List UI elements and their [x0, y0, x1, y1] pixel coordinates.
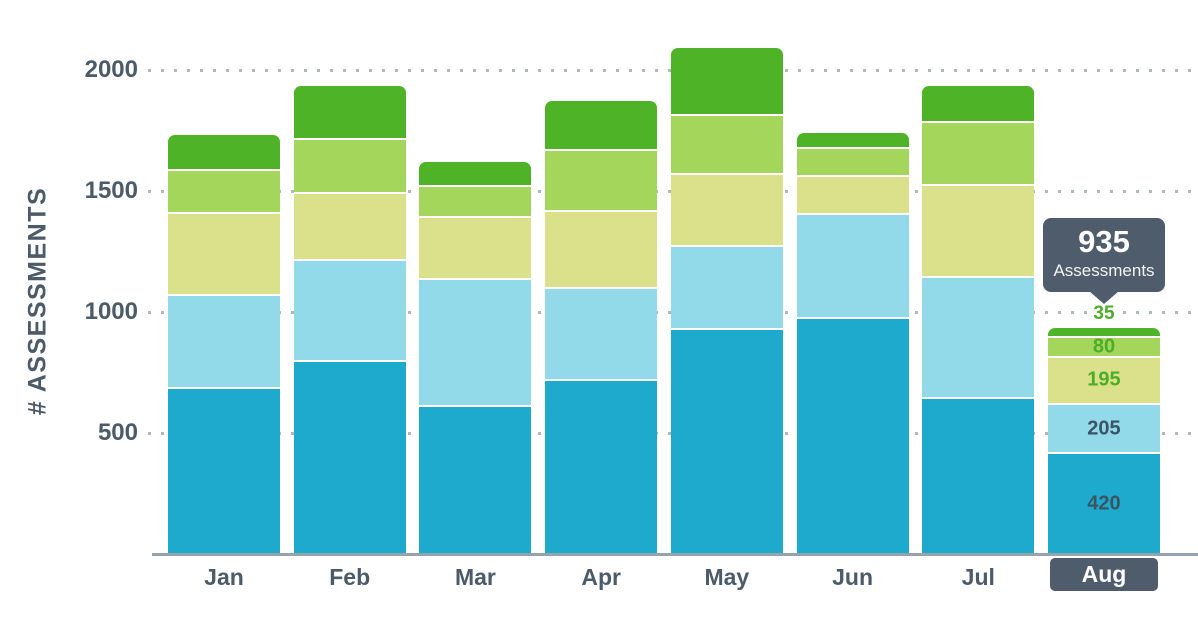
- x-label-apr: Apr: [581, 564, 621, 590]
- tooltip-arrow-icon: [1089, 291, 1119, 304]
- bar-segment-khaki-jan[interactable]: [168, 211, 280, 294]
- bar-segment-light-blue-apr[interactable]: [545, 286, 658, 379]
- bar-segment-khaki-feb[interactable]: [293, 192, 406, 259]
- bar-segment-teal-jun[interactable]: [796, 316, 909, 554]
- bar-segment-light-blue-feb[interactable]: [293, 258, 406, 361]
- bar-segment-light-green-apr[interactable]: [545, 148, 658, 211]
- bar-segment-light-green-mar[interactable]: [419, 184, 532, 217]
- bar-segment-khaki-jun[interactable]: [796, 175, 909, 213]
- bar-segment-light-green-aug[interactable]: [1047, 336, 1160, 356]
- segment-value-label-green: 35: [1087, 302, 1121, 325]
- bar-segment-green-mar[interactable]: [419, 161, 532, 185]
- bar-segment-green-apr[interactable]: [545, 101, 658, 149]
- bar-segment-light-blue-jul[interactable]: [922, 275, 1035, 397]
- bar-segment-khaki-may[interactable]: [670, 172, 783, 246]
- bar-segment-green-jun[interactable]: [796, 132, 909, 148]
- x-label-may: May: [704, 564, 750, 590]
- bar-segment-light-green-jul[interactable]: [922, 120, 1035, 184]
- bar-segment-teal-aug[interactable]: [1047, 452, 1160, 554]
- bar-segment-light-blue-jun[interactable]: [796, 212, 909, 317]
- bar-segment-light-green-feb[interactable]: [293, 137, 406, 193]
- segment-value-label-teal: 420: [1087, 492, 1121, 515]
- bar-segment-khaki-apr[interactable]: [545, 210, 658, 287]
- bar-segment-light-green-jan[interactable]: [168, 169, 280, 212]
- x-label-feb: Feb: [329, 564, 371, 590]
- x-axis-line: [152, 553, 1198, 556]
- y-tick-label-2000: 2000: [84, 56, 138, 83]
- segment-value-label-khaki: 195: [1087, 368, 1121, 391]
- bar-segment-teal-apr[interactable]: [545, 378, 658, 554]
- bar-segment-khaki-mar[interactable]: [419, 216, 532, 279]
- bar-segment-teal-jan[interactable]: [168, 387, 280, 554]
- bar-segment-light-blue-jan[interactable]: [168, 293, 280, 387]
- tooltip-value: 935: [1078, 224, 1130, 259]
- bar-segment-green-jul[interactable]: [922, 85, 1035, 121]
- bar-segment-teal-mar[interactable]: [419, 405, 532, 554]
- tooltip-caption: Assessments: [1053, 261, 1155, 280]
- bar-segment-light-blue-aug[interactable]: [1047, 402, 1160, 453]
- y-axis-title: # ASSESSMENTS: [23, 186, 52, 416]
- x-label-jun: Jun: [832, 564, 873, 590]
- y-tick-label-1000: 1000: [84, 298, 138, 325]
- bar-segment-green-jan[interactable]: [168, 135, 280, 170]
- bar-segment-khaki-jul[interactable]: [922, 183, 1035, 276]
- bar-segment-light-green-may[interactable]: [670, 113, 783, 173]
- bar-segment-teal-may[interactable]: [670, 327, 783, 554]
- y-tick-label-1500: 1500: [84, 177, 138, 204]
- segment-value-label-light-blue: 205: [1087, 417, 1121, 440]
- x-label-jul: Jul: [961, 564, 995, 590]
- bar-segment-light-blue-mar[interactable]: [419, 278, 532, 406]
- x-label-aug-badge[interactable]: Aug: [1049, 558, 1158, 591]
- bar-segment-green-feb[interactable]: [293, 85, 406, 138]
- tooltip: 935 Assessments: [1043, 218, 1165, 304]
- x-label-aug: Aug: [1081, 561, 1127, 587]
- bar-segment-teal-jul[interactable]: [922, 396, 1035, 554]
- bar-segment-light-green-jun[interactable]: [796, 147, 909, 176]
- bar-segment-green-may[interactable]: [670, 48, 783, 114]
- x-label-mar: Mar: [454, 564, 496, 590]
- segment-value-label-light-green: 80: [1092, 335, 1116, 358]
- bar-segment-light-blue-may[interactable]: [670, 245, 783, 328]
- bar-segment-green-aug[interactable]: [1047, 327, 1160, 337]
- bar-segment-khaki-aug[interactable]: [1047, 355, 1160, 403]
- y-tick-label-500: 500: [97, 419, 138, 446]
- bar-segment-teal-feb[interactable]: [293, 360, 406, 554]
- x-label-jan: Jan: [204, 564, 244, 590]
